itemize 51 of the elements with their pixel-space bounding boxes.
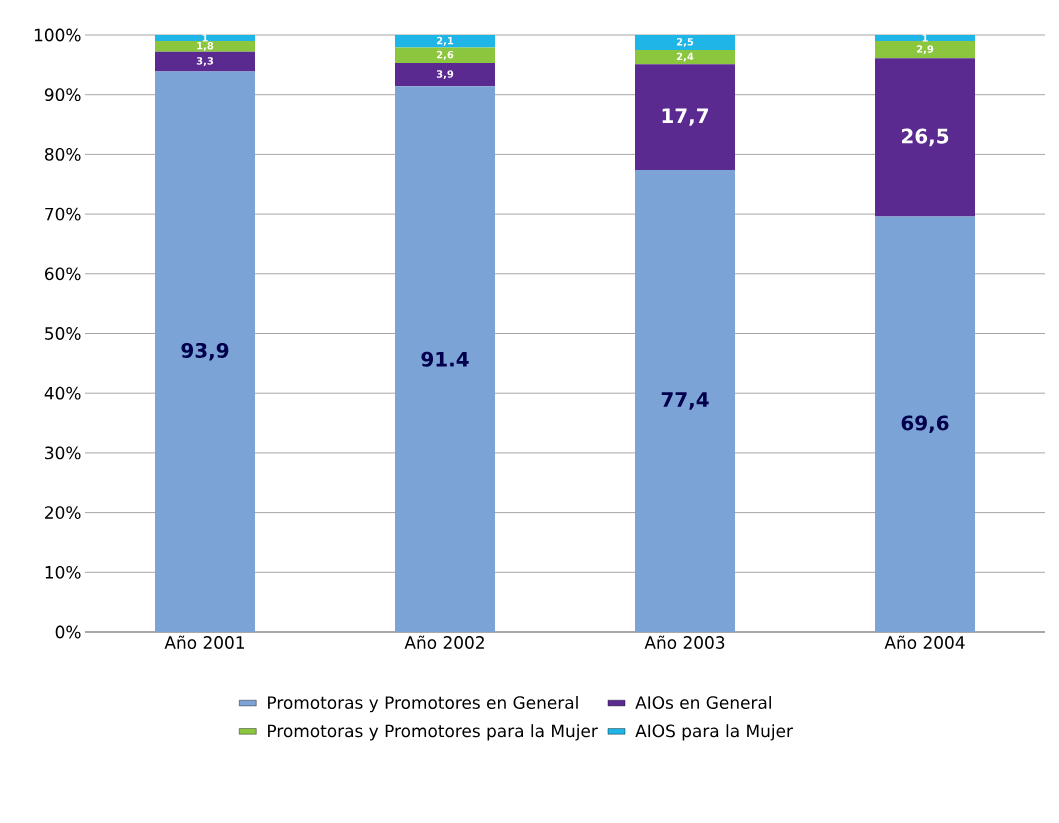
bar — [875, 216, 976, 632]
data-label: 93,9 — [181, 342, 229, 361]
legend-label: Promotoras y Promotores en General — [268, 695, 578, 713]
bar — [395, 47, 495, 64]
y-tick-label: 40% — [44, 386, 81, 400]
bar — [395, 63, 495, 87]
y-tick-label: 30% — [45, 446, 81, 460]
bar — [395, 34, 495, 48]
data-label: 2,5 — [676, 38, 694, 47]
legend-label: AIOS para la Mujer — [635, 724, 793, 741]
bar — [875, 40, 976, 59]
y-tick-label: 60% — [45, 267, 81, 281]
bar — [155, 34, 255, 41]
bar — [875, 58, 976, 217]
y-tick-label: 70% — [45, 207, 81, 221]
data-label: 26,5 — [902, 128, 949, 147]
data-label: 2,9 — [916, 45, 934, 55]
data-label: 2,1 — [436, 36, 454, 46]
bar — [635, 64, 736, 170]
y-tick-label: 20% — [45, 506, 81, 519]
bar — [635, 34, 736, 50]
bar — [635, 49, 736, 65]
y-tick-label: 10% — [45, 565, 81, 579]
bar — [155, 71, 255, 632]
y-tick-label: 80% — [44, 147, 81, 161]
x-tick-label: Año 2001 — [164, 635, 245, 649]
legend-label: Promotoras y Promotores para la Mujer — [268, 724, 598, 741]
data-label: 91.4 — [421, 351, 469, 367]
bar — [875, 34, 976, 41]
data-label: 1 — [922, 34, 928, 42]
y-tick-label: 0% — [55, 625, 81, 639]
x-tick-label: Año 2003 — [644, 635, 725, 649]
data-label: 77,4 — [661, 392, 709, 410]
data-label: 3,3 — [196, 57, 214, 66]
bar — [395, 86, 495, 632]
data-label: 3,9 — [436, 70, 454, 80]
bar — [635, 169, 736, 632]
x-tick-label: Año 2004 — [884, 635, 965, 649]
bar — [155, 51, 255, 72]
data-label: 2,6 — [436, 50, 454, 60]
data-label: 1 — [202, 34, 208, 42]
y-tick-label: 50% — [45, 327, 81, 340]
data-label: 69,6 — [901, 415, 949, 434]
y-tick-label: 100% — [34, 28, 81, 42]
y-tick-label: 90% — [44, 88, 81, 102]
data-label: 17,7 — [662, 108, 709, 126]
x-tick-label: Año 2002 — [404, 635, 484, 649]
legend-label: AIOs en General — [635, 695, 771, 709]
data-label: 1,8 — [197, 41, 214, 51]
data-label: 2,4 — [676, 52, 694, 62]
bar — [155, 40, 255, 52]
